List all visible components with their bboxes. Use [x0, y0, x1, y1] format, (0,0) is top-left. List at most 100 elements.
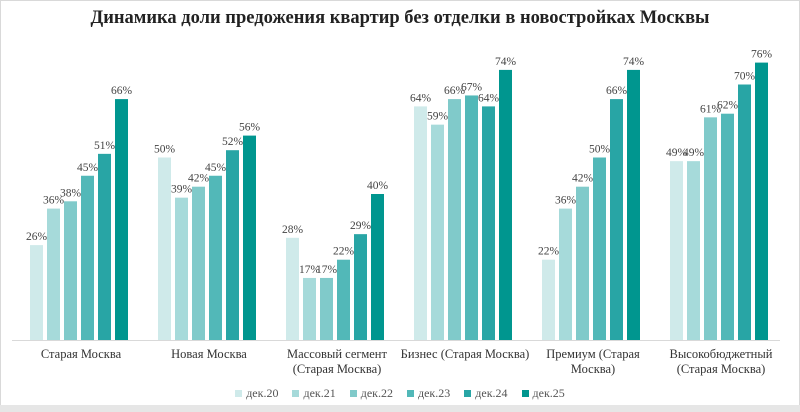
legend-item: дек.23	[407, 386, 450, 401]
bar	[704, 117, 717, 340]
bar	[98, 153, 111, 340]
bar	[755, 62, 768, 340]
legend-item: дек.22	[349, 386, 393, 401]
category-label: Высокобюджетный	[670, 347, 773, 361]
data-label: 29%	[350, 220, 372, 232]
data-label: 70%	[734, 71, 756, 83]
legend-label: дек.22	[360, 386, 393, 400]
bar	[499, 69, 512, 341]
bar	[738, 84, 751, 340]
bar	[81, 175, 94, 340]
bar	[47, 208, 60, 340]
bottom-bar	[0, 405, 800, 412]
data-label: 17%	[316, 264, 338, 276]
category-label: Новая Москва	[171, 347, 247, 361]
legend-label: дек.21	[303, 386, 336, 400]
data-label: 17%	[299, 264, 321, 276]
data-label: 28%	[282, 224, 304, 236]
bar	[670, 161, 683, 340]
category-label: (Старая Москва)	[677, 362, 766, 376]
bar	[593, 157, 606, 340]
data-label: 74%	[495, 56, 517, 68]
bar	[414, 106, 427, 341]
data-label: 26%	[26, 231, 48, 243]
data-label: 45%	[205, 162, 227, 174]
data-label: 62%	[717, 100, 739, 112]
data-label: 67%	[461, 81, 483, 93]
legend-item: дек.20	[235, 386, 278, 401]
data-label: 22%	[333, 246, 355, 258]
data-label: 40%	[367, 180, 389, 192]
data-label: 38%	[60, 187, 82, 199]
data-label: 52%	[222, 136, 244, 148]
data-label: 51%	[94, 140, 116, 152]
bar	[627, 69, 640, 341]
bar	[576, 186, 589, 340]
bar	[226, 150, 239, 340]
category-label: Премиум (Старая	[546, 347, 640, 361]
bar	[482, 106, 495, 341]
legend-swatch	[349, 390, 357, 397]
data-label: 66%	[111, 85, 133, 97]
chart-title: Динамика доли предожения квартир без отд…	[90, 8, 710, 28]
category-label: Бизнес (Старая Москва)	[401, 347, 530, 361]
bar	[610, 99, 623, 340]
legend-label: дек.24	[475, 386, 508, 400]
category-label: Москва)	[571, 362, 615, 376]
data-label: 42%	[572, 173, 594, 185]
data-label: 22%	[538, 246, 560, 258]
bar	[354, 234, 367, 340]
bar	[286, 237, 299, 340]
category-label: Старая Москва	[41, 347, 122, 361]
bar	[542, 259, 555, 340]
legend-item: дек.25	[521, 386, 565, 401]
bar	[30, 245, 43, 340]
legend-swatch	[464, 390, 472, 397]
bar	[721, 113, 734, 340]
bar	[64, 201, 77, 340]
data-label: 66%	[444, 85, 466, 97]
data-label: 66%	[606, 85, 628, 97]
bar	[175, 197, 188, 340]
category-label: (Старая Москва)	[293, 362, 382, 376]
bar	[192, 186, 205, 340]
data-label: 50%	[154, 144, 176, 156]
legend-label: дек.20	[246, 386, 279, 400]
legend-swatch	[407, 390, 414, 397]
data-label: 49%	[666, 147, 688, 159]
legend: дек.20 дек.21 дек.22 дек.23 дек.24 дек.25	[0, 386, 800, 401]
bar	[687, 161, 700, 340]
bar	[243, 135, 256, 340]
data-label: 50%	[589, 144, 611, 156]
legend-swatch	[521, 390, 529, 397]
data-label: 56%	[239, 122, 261, 134]
data-label: 45%	[77, 162, 99, 174]
bar	[320, 277, 333, 340]
bar	[465, 95, 478, 340]
bar	[158, 157, 171, 340]
bar	[559, 208, 572, 340]
bar	[448, 99, 461, 340]
legend-label: дек.23	[418, 386, 451, 400]
bar	[209, 175, 222, 340]
bar	[337, 259, 350, 340]
bar	[371, 194, 384, 340]
bar	[303, 277, 316, 340]
data-label: 61%	[700, 103, 722, 115]
category-label: Массовый сегмент	[287, 347, 387, 361]
data-label: 39%	[171, 184, 193, 196]
data-label: 49%	[683, 147, 705, 159]
legend-label: дек.25	[532, 386, 565, 400]
legend-swatch	[235, 390, 243, 397]
data-label: 36%	[43, 195, 65, 207]
data-label: 64%	[478, 92, 500, 104]
bar	[115, 99, 128, 340]
data-label: 76%	[751, 49, 773, 61]
legend-swatch	[292, 390, 300, 397]
data-label: 42%	[188, 173, 210, 185]
bar	[431, 124, 444, 341]
data-label: 64%	[410, 92, 432, 104]
legend-item: дек.21	[292, 386, 336, 401]
